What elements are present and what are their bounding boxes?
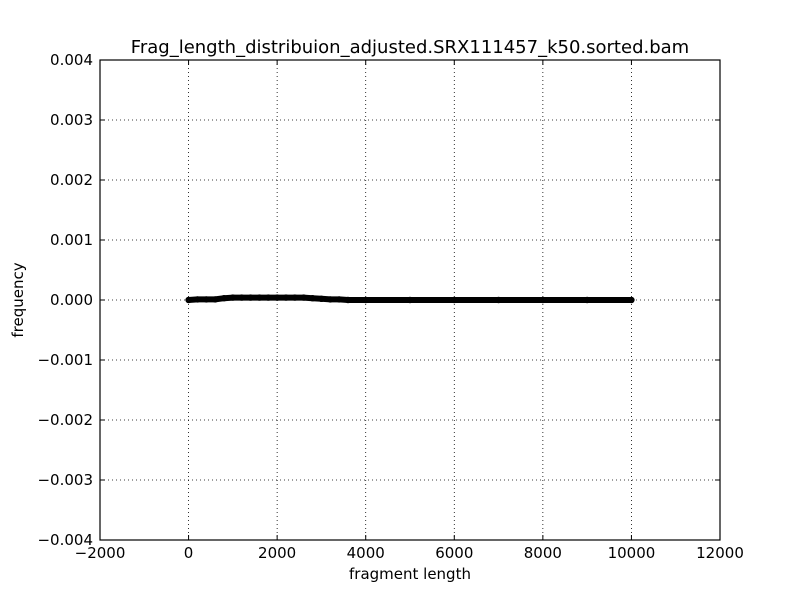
chart-title: Frag_length_distribuion_adjusted.SRX1114… bbox=[131, 37, 689, 58]
data-point bbox=[628, 296, 635, 304]
x-tick-label: 4000 bbox=[347, 544, 385, 562]
data-point bbox=[495, 296, 502, 304]
data-point bbox=[583, 296, 591, 304]
data-point bbox=[309, 295, 316, 302]
data-point bbox=[300, 294, 307, 301]
data-point bbox=[185, 296, 192, 304]
data-point bbox=[220, 295, 228, 302]
y-tick-label: −0.002 bbox=[37, 411, 93, 429]
data-point bbox=[211, 296, 219, 303]
data-point bbox=[318, 295, 325, 302]
y-tick-label: −0.004 bbox=[37, 531, 93, 549]
y-tick-label: 0.001 bbox=[50, 231, 93, 249]
data-point bbox=[451, 296, 458, 304]
y-tick-label: −0.001 bbox=[37, 351, 93, 369]
axis-ticks bbox=[99, 59, 721, 541]
data-point bbox=[327, 296, 334, 303]
data-point bbox=[291, 294, 299, 301]
data-point bbox=[344, 296, 352, 304]
x-tick-label: −2000 bbox=[75, 544, 126, 562]
data-point bbox=[238, 294, 245, 301]
y-tick-label: 0.004 bbox=[50, 51, 93, 69]
y-tick-label: −0.003 bbox=[37, 471, 93, 489]
x-tick-label: 2000 bbox=[258, 544, 296, 562]
tick-labels: −2000 0 2000 4000 6000 8000 10000 12000 −0.004 −0… bbox=[37, 51, 743, 562]
x-tick-label: 8000 bbox=[524, 544, 562, 562]
data-series bbox=[185, 294, 635, 304]
y-tick-label: 0.002 bbox=[50, 171, 93, 189]
y-tick-label: 0.003 bbox=[50, 111, 93, 129]
x-tick-label: 12000 bbox=[696, 544, 744, 562]
x-tick-label: 10000 bbox=[608, 544, 656, 562]
y-axis-label: frequency bbox=[9, 262, 27, 337]
data-point bbox=[273, 294, 281, 301]
data-point bbox=[265, 294, 272, 301]
x-axis-label: fragment length bbox=[349, 565, 471, 583]
data-point bbox=[539, 296, 547, 304]
x-tick-label: 0 bbox=[184, 544, 194, 562]
data-point bbox=[406, 296, 414, 304]
y-tick-label: 0.000 bbox=[50, 291, 93, 309]
data-point bbox=[335, 296, 343, 303]
data-point bbox=[229, 294, 237, 301]
data-point bbox=[362, 296, 369, 304]
data-point bbox=[247, 294, 254, 301]
data-point bbox=[282, 294, 290, 301]
data-point bbox=[256, 294, 263, 301]
data-point bbox=[194, 296, 201, 303]
data-point bbox=[203, 296, 210, 303]
x-tick-label: 6000 bbox=[435, 544, 473, 562]
